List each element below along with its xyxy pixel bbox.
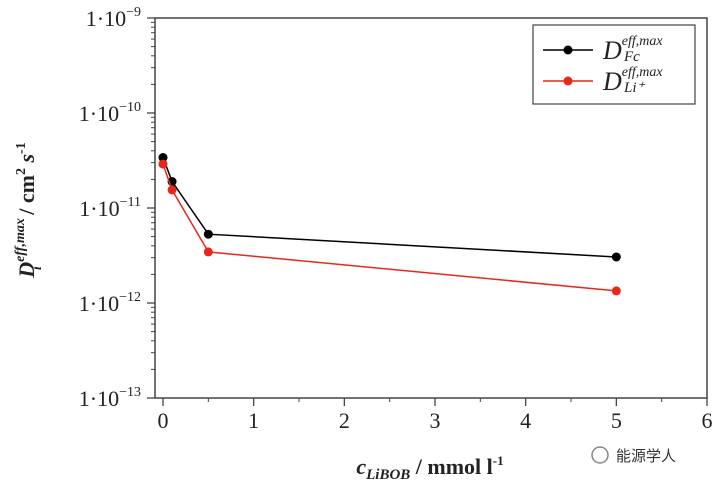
- x-axis-label: cLiBOB / mmol l-1: [356, 453, 503, 483]
- y-tick-label: 1·10−9: [86, 5, 141, 31]
- x-tick-label: 6: [702, 408, 713, 433]
- x-tick-label: 0: [158, 408, 169, 433]
- data-point: [167, 185, 177, 195]
- x-tick-label: 4: [520, 408, 531, 433]
- series-line: [162, 157, 617, 258]
- watermark: 能源学人: [591, 446, 676, 465]
- data-point: [203, 229, 213, 239]
- y-tick-label: 1·10−11: [79, 195, 141, 221]
- data-point: [158, 159, 168, 169]
- data-point: [611, 286, 621, 296]
- series-line: [162, 163, 617, 292]
- x-tick-label: 2: [339, 408, 350, 433]
- x-tick-label: 5: [611, 408, 622, 433]
- data-point: [203, 247, 213, 257]
- y-tick-label: 1·10−13: [79, 385, 141, 411]
- data-point: [158, 153, 168, 163]
- svg-text:能源学人: 能源学人: [616, 447, 676, 465]
- wechat-icon: [591, 446, 609, 464]
- data-point: [611, 252, 621, 262]
- x-tick-label: 1: [248, 408, 259, 433]
- legend-label: Deff,max Fc: [602, 34, 663, 65]
- legend-label: Deff,max Li⁺: [602, 65, 663, 96]
- legend-marker: [563, 45, 573, 55]
- y-axis-label: Deff,maxi / cm2 s-1: [13, 142, 45, 278]
- x-tick-label: 3: [430, 408, 441, 433]
- y-tick-label: 1·10−10: [79, 100, 141, 126]
- legend-marker: [563, 76, 573, 86]
- y-tick-label: 1·10−12: [79, 290, 141, 316]
